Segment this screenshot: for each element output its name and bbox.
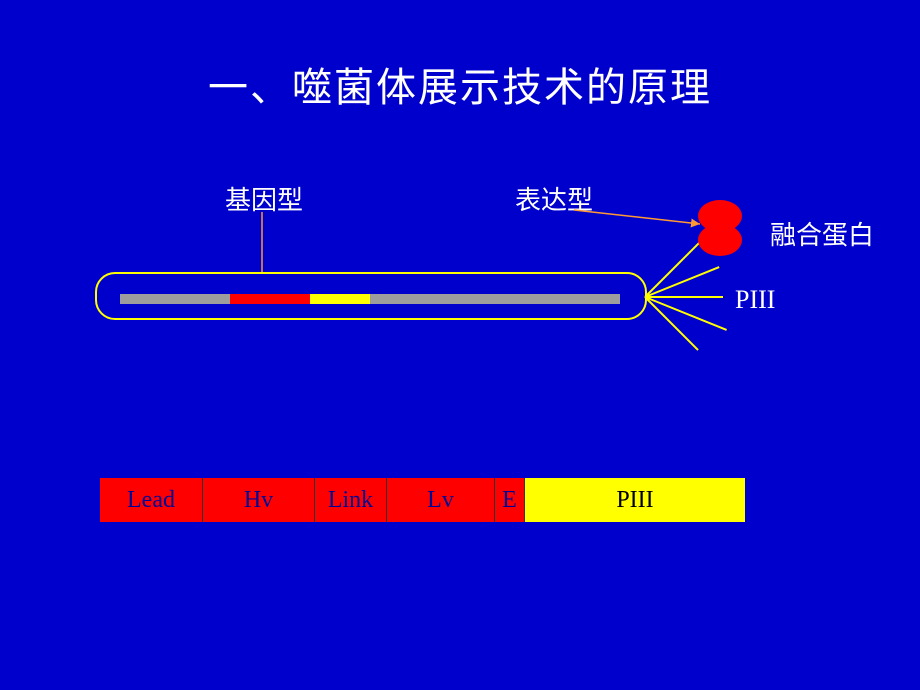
fusion-protein-shape <box>698 200 746 265</box>
dna-segment <box>310 294 370 304</box>
sequence-segment-hv: Hv <box>202 478 314 522</box>
dna-segment <box>370 294 620 304</box>
sequence-segment-lead: Lead <box>100 478 202 522</box>
sequence-segment-piii: PIII <box>524 478 745 522</box>
dna-segment <box>230 294 310 304</box>
phenotype-pointer-arrow <box>0 0 920 690</box>
dna-segment <box>120 294 230 304</box>
sequence-segment-lv: Lv <box>386 478 494 522</box>
phage-filament <box>645 296 723 298</box>
gene-sequence-bar: LeadHvLinkLvEPIII <box>100 478 745 522</box>
sequence-segment-e: E <box>494 478 524 522</box>
sequence-segment-link: Link <box>314 478 386 522</box>
dna-strand <box>120 291 620 301</box>
